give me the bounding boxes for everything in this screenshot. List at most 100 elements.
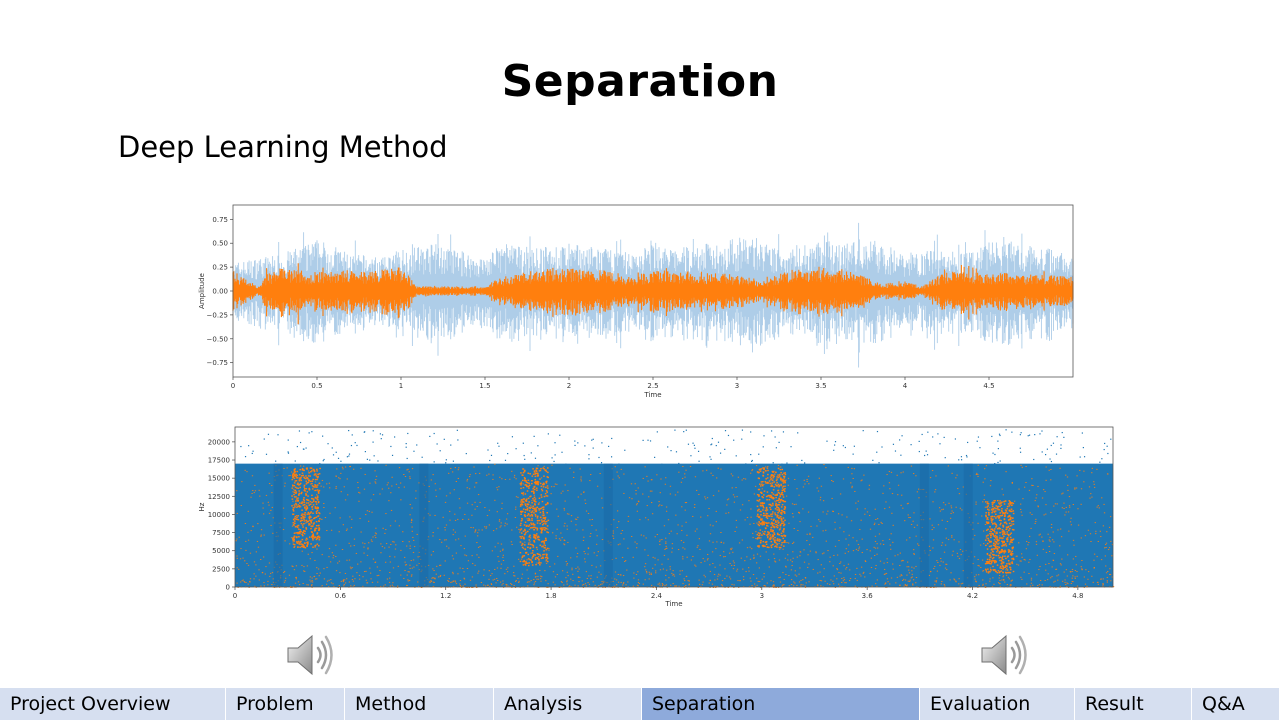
spectrogram-point — [698, 493, 700, 495]
spectrogram-point — [632, 585, 635, 587]
spectrogram-point — [1055, 453, 1058, 455]
spectrogram-point — [822, 511, 824, 513]
spectrogram-point — [572, 573, 574, 575]
spectrogram-burst-point — [299, 541, 301, 544]
nav-tab-evaluation[interactable]: Evaluation — [920, 688, 1075, 720]
spectrogram-point — [869, 572, 871, 574]
spectrogram-burst-point — [544, 537, 547, 540]
spectrogram-point — [753, 493, 756, 495]
spectrogram-point — [888, 538, 891, 540]
spectrogram-point — [245, 549, 247, 551]
spectrogram-burst-point — [534, 554, 536, 556]
speaker-icon[interactable] — [284, 628, 338, 682]
spectrogram-burst-point — [545, 520, 548, 523]
spectrogram-point — [290, 471, 293, 473]
spectrogram-point — [885, 586, 887, 588]
spectrogram-point — [1023, 558, 1025, 560]
nav-tab-problem[interactable]: Problem — [226, 688, 345, 720]
spectrogram-burst-point — [989, 569, 992, 571]
spectrogram-burst-point — [1012, 546, 1014, 548]
spectrogram-burst-point — [535, 546, 538, 549]
spectrogram-point — [502, 548, 504, 550]
spectrogram-point — [980, 566, 982, 568]
spectrogram-burst-point — [546, 547, 549, 550]
spectrogram-burst-point — [784, 488, 786, 490]
spectrogram-point — [566, 571, 568, 573]
spectrogram-point — [1047, 533, 1049, 535]
spectrogram-point — [917, 543, 919, 545]
spectrogram-point — [370, 578, 372, 580]
spectrogram-burst-point — [987, 508, 989, 510]
spectrogram-burst-point — [528, 501, 530, 503]
spectrogram-point — [1073, 544, 1075, 546]
spectrogram-burst-point — [994, 545, 997, 548]
spectrogram-burst-point — [758, 508, 760, 511]
spectrogram-burst-point — [987, 522, 990, 524]
spectrogram-burst-point — [1008, 514, 1011, 517]
spectrogram-point — [1041, 584, 1043, 586]
spectrogram-burst-point — [993, 515, 996, 518]
spectrogram-burst-point — [525, 479, 527, 482]
spectrogram-burst-point — [778, 484, 781, 487]
spectrogram-burst-point — [292, 539, 295, 542]
spectrogram-burst-point — [1009, 503, 1012, 505]
spectrogram-burst-point — [989, 525, 991, 528]
spectrogram-point — [268, 512, 271, 514]
spectrogram-point — [430, 554, 433, 556]
spectrogram-point — [245, 540, 247, 542]
spectrogram-burst-point — [306, 543, 309, 545]
spectrogram-point — [651, 513, 654, 515]
spectrogram-burst-point — [994, 543, 997, 546]
spectrogram-burst-point — [297, 515, 300, 517]
spectrogram-point — [766, 582, 768, 584]
spectrogram-point — [321, 554, 323, 556]
spectrogram-point — [566, 581, 568, 583]
spectrogram-burst-point — [1000, 570, 1003, 572]
spectrogram-point — [975, 503, 977, 505]
spectrogram-point — [1083, 481, 1085, 483]
spectrogram-point — [675, 585, 678, 587]
nav-tab-analysis[interactable]: Analysis — [494, 688, 642, 720]
nav-tab-project-overview[interactable]: Project Overview — [0, 688, 226, 720]
spectrogram-point — [804, 577, 807, 579]
spectrogram-point — [983, 543, 985, 545]
spectrogram-burst-point — [307, 520, 309, 523]
spectrogram-burst-point — [761, 496, 763, 498]
spectrogram-burst-point — [520, 484, 522, 486]
spectrogram-point — [1106, 581, 1108, 583]
spectrogram-burst-point — [533, 540, 536, 542]
nav-tab-result[interactable]: Result — [1075, 688, 1192, 720]
spectrogram-burst-point — [294, 480, 297, 482]
spectrogram-burst-point — [766, 546, 769, 548]
nav-tab-method[interactable]: Method — [345, 688, 494, 720]
spectrogram-point — [790, 446, 792, 448]
spectrogram-burst-point — [529, 473, 531, 475]
spectrogram-point — [913, 553, 915, 555]
spectrogram-burst-point — [762, 505, 765, 507]
spectrogram-point — [260, 559, 262, 561]
spectrogram-burst-point — [300, 491, 303, 494]
spectrogram-point — [635, 504, 638, 506]
spectrogram-point — [452, 573, 454, 575]
nav-tab-q-a[interactable]: Q&A — [1192, 688, 1280, 720]
spectrogram-burst-point — [992, 510, 994, 512]
spectrogram-burst-point — [528, 506, 531, 509]
spectrogram-burst-point — [985, 514, 987, 517]
spectrogram-burst-point — [533, 512, 535, 514]
speaker-icon[interactable] — [978, 628, 1032, 682]
spectrogram-point — [514, 586, 517, 588]
spectrogram-point — [496, 487, 498, 489]
spectrogram-burst-point — [772, 475, 775, 477]
spectrogram-burst-point — [1002, 540, 1004, 543]
spectrogram-point — [974, 580, 977, 582]
spectrogram-point — [541, 576, 543, 578]
nav-tab-separation[interactable]: Separation — [642, 688, 920, 720]
y-tick-label: 0 — [226, 584, 230, 592]
spectrogram-point — [701, 584, 704, 586]
spectrogram-point — [782, 431, 785, 433]
spectrogram-burst-point — [769, 506, 771, 509]
spectrogram-point — [1012, 553, 1014, 555]
spectrogram-point — [876, 451, 878, 453]
spectrogram-burst-point — [1010, 504, 1013, 507]
spectrogram-point — [311, 581, 314, 583]
